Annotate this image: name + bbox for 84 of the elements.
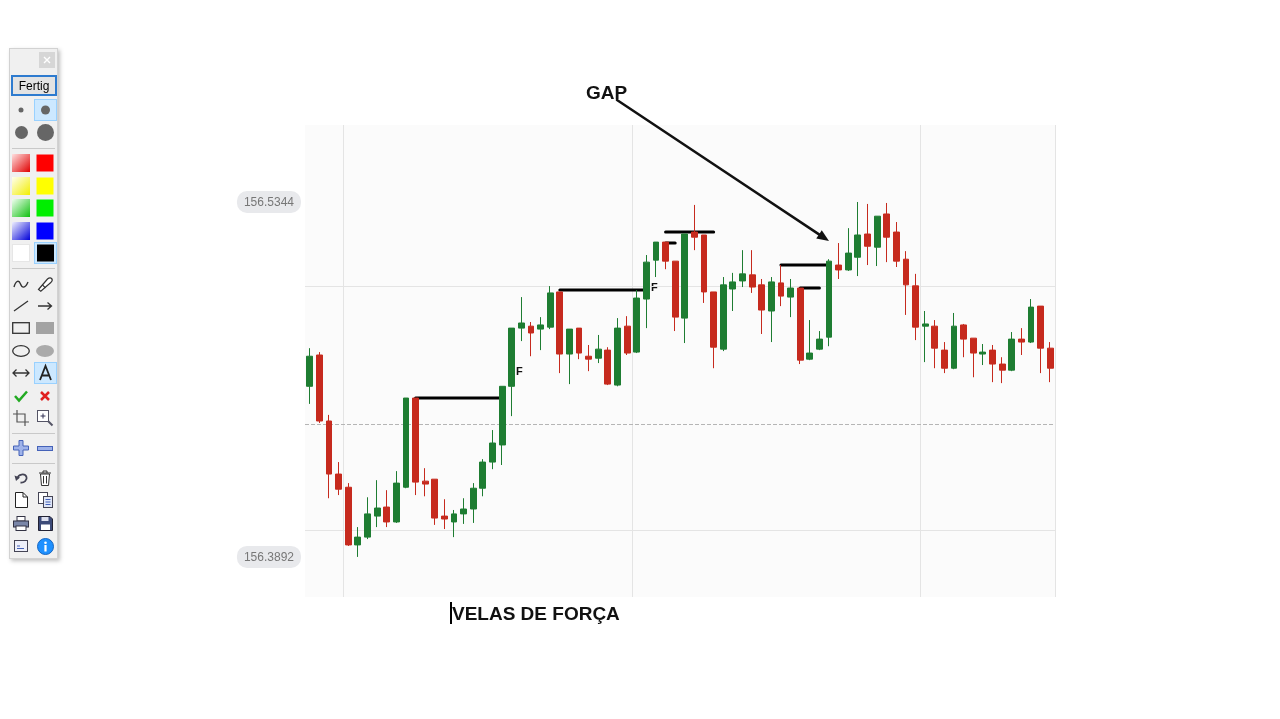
candlestick [816, 330, 823, 351]
candlestick [345, 482, 352, 547]
candlestick [403, 397, 409, 489]
candlestick [499, 385, 506, 466]
candlestick [768, 276, 775, 343]
candlestick [778, 264, 784, 307]
candlestick [912, 273, 919, 341]
candlestick [431, 478, 438, 526]
candlestick [383, 489, 390, 528]
candlestick [970, 337, 977, 378]
candlestick [1018, 327, 1025, 356]
candlestick [729, 272, 736, 312]
button: Fertig [11, 75, 57, 96]
candlestick [691, 204, 698, 251]
candlestick [1037, 305, 1044, 374]
candlestick [720, 276, 727, 352]
candlestick [326, 414, 332, 499]
candlestick [749, 249, 756, 294]
candlestick [826, 258, 832, 347]
candlestick [364, 496, 371, 540]
candlestick [422, 467, 429, 497]
candlestick [556, 291, 563, 374]
candlestick [864, 203, 871, 266]
candlestick [797, 287, 804, 365]
candlestick [595, 334, 602, 364]
candlestick [576, 327, 582, 360]
candlestick [316, 351, 323, 424]
candlestick [518, 296, 525, 342]
candlestick [1008, 331, 1015, 372]
candlestick [960, 323, 967, 358]
candlestick [739, 249, 746, 288]
candlestick [604, 346, 611, 386]
candlestick [806, 319, 813, 361]
candlestick [412, 397, 419, 496]
candlestick [672, 260, 679, 332]
candlestick [393, 470, 400, 524]
candlestick [441, 498, 448, 530]
candlestick [335, 461, 342, 496]
y-tick-label: 156.3892 [243, 549, 295, 564]
text: VELAS DE FORÇA [452, 602, 621, 624]
candlestick [758, 278, 765, 335]
candlestick [701, 234, 707, 304]
candlestick [951, 312, 957, 370]
candlestick [633, 289, 640, 354]
candlestick [1028, 298, 1034, 344]
candlestick [585, 344, 592, 372]
candlestick [893, 221, 900, 268]
candlestick [354, 526, 361, 558]
candlestick [566, 328, 573, 385]
candlestick [931, 319, 938, 369]
candlestick [922, 310, 929, 363]
candlestick [681, 233, 688, 344]
candlestick [470, 482, 477, 524]
y-tick-label: 156.5344 [243, 195, 295, 209]
candlestick [874, 215, 881, 267]
candlestick [710, 291, 717, 369]
candlestick [662, 241, 669, 270]
candlestick [460, 497, 467, 525]
candlestick [941, 341, 948, 374]
candlestick [614, 317, 621, 387]
candlestick [528, 321, 534, 357]
text: GAP [586, 81, 628, 103]
candlestick [451, 509, 457, 538]
candlestick [979, 343, 986, 366]
candlestick [787, 278, 794, 318]
candlestick [306, 347, 313, 405]
candlestick [653, 241, 659, 278]
candlestick [624, 315, 631, 356]
candlestick [508, 327, 515, 417]
candlestick [643, 254, 650, 329]
candlestick [489, 429, 496, 470]
candlestick [845, 227, 852, 272]
candlestick [537, 316, 544, 351]
candlestick [883, 202, 890, 263]
candlestick [547, 285, 554, 330]
annotation: F [516, 365, 523, 377]
candlestick [479, 458, 486, 497]
candlestick [999, 356, 1006, 384]
candlestick [903, 250, 909, 316]
candlestick [1047, 341, 1054, 383]
candlestick [989, 344, 996, 383]
candlestick [854, 201, 861, 277]
candlestick [374, 479, 381, 528]
candlestick [835, 242, 842, 280]
